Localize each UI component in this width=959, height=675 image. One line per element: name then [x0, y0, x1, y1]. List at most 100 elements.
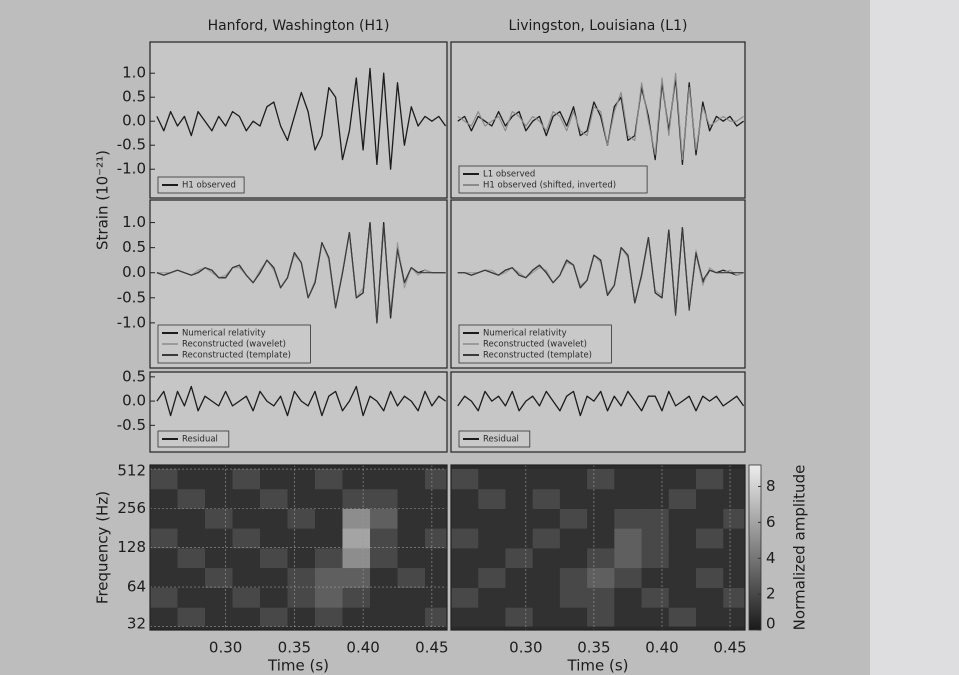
heat-cell [205, 528, 233, 548]
x-tick-label: 0.45 [713, 639, 746, 657]
colorbar-tick-label: 4 [766, 549, 776, 567]
heat-cell [315, 548, 343, 568]
heat-cell [150, 587, 178, 607]
x-axis-label: Time (s) [267, 657, 329, 675]
colorbar [749, 465, 761, 630]
heat-cell [260, 469, 288, 489]
heat-cell [451, 568, 479, 588]
heat-cell [370, 508, 398, 528]
heat-cell [533, 469, 561, 489]
heat-cell [533, 508, 561, 528]
heat-cell [343, 489, 371, 509]
heat-cell [288, 469, 316, 489]
heat-cell [587, 587, 615, 607]
heat-cell [370, 607, 398, 626]
heat-cell [260, 607, 288, 626]
heat-cell [696, 469, 724, 489]
heat-cell [288, 607, 316, 626]
heat-cell [343, 548, 371, 568]
heat-cell [451, 489, 479, 509]
heat-cell [343, 607, 371, 626]
colorbar-label: Normalized amplitude [791, 465, 809, 631]
colorbar-tick-label: 6 [766, 513, 776, 531]
heat-cell [614, 548, 642, 568]
heat-cell [150, 568, 178, 588]
heat-cell [150, 607, 178, 626]
heat-cell [696, 568, 724, 588]
heat-cell [288, 489, 316, 509]
heat-cell [260, 587, 288, 607]
x-tick-label: 0.40 [645, 639, 678, 657]
heat-cell [642, 489, 670, 509]
heat-cell [560, 508, 588, 528]
heat-cell [178, 568, 206, 588]
heat-cell [669, 548, 697, 568]
heat-cell [288, 568, 316, 588]
heat-cell [696, 548, 724, 568]
y-tick-label: 1.0 [122, 64, 146, 82]
heat-cell [343, 508, 371, 528]
heat-cell [451, 607, 479, 626]
heat-cell [587, 489, 615, 509]
heat-cell [669, 607, 697, 626]
heat-cell [260, 528, 288, 548]
x-tick-label: 0.40 [346, 639, 379, 657]
heat-cell [642, 548, 670, 568]
heat-cell [587, 607, 615, 626]
x-axis-label: Time (s) [567, 657, 629, 675]
heat-cell [560, 607, 588, 626]
heat-cell [315, 568, 343, 588]
heat-cell [343, 528, 371, 548]
paper-edge [870, 0, 959, 675]
plot-area [150, 465, 453, 630]
heat-cell [260, 568, 288, 588]
heat-cell [233, 568, 261, 588]
heat-cell [205, 469, 233, 489]
heat-cell [398, 489, 426, 509]
heat-cell [343, 469, 371, 489]
heat-cell [233, 489, 261, 509]
y-tick-label: 0.0 [122, 392, 146, 410]
heat-cell [233, 607, 261, 626]
x-tick-label: 0.45 [415, 639, 448, 657]
heat-cell [288, 548, 316, 568]
heat-cell [560, 489, 588, 509]
heat-cell [451, 469, 479, 489]
heat-cell [560, 469, 588, 489]
heat-cell [614, 587, 642, 607]
y-tick-label: -0.5 [117, 136, 146, 154]
heat-cell [560, 568, 588, 588]
colorbar-tick-label: 0 [766, 615, 776, 633]
legend-label: H1 observed [182, 181, 236, 191]
heat-cell [505, 489, 533, 509]
heat-cell [669, 489, 697, 509]
y-tick-label: 0.0 [122, 263, 146, 281]
heat-cell [642, 607, 670, 626]
legend-label: Numerical relativity [483, 329, 567, 339]
panel-title: Livingston, Louisiana (L1) [509, 18, 688, 34]
heat-cell [560, 548, 588, 568]
heat-cell [478, 528, 506, 548]
heat-cell [696, 528, 724, 548]
heat-cell [669, 528, 697, 548]
heat-cell [398, 508, 426, 528]
heat-cell [205, 587, 233, 607]
legend-label: Reconstructed (template) [483, 351, 592, 361]
panel-bg [150, 42, 447, 198]
legend-label: Reconstructed (wavelet) [182, 340, 286, 350]
y-tick-label: 0.5 [122, 367, 146, 385]
heat-cell [587, 508, 615, 528]
heat-cell [696, 489, 724, 509]
y-tick-label: 0.5 [122, 88, 146, 106]
heat-cell [505, 607, 533, 626]
heat-cell [205, 489, 233, 509]
y-axis-label: Frequency (Hz) [94, 491, 112, 604]
heat-cell [343, 587, 371, 607]
y-tick-label: 0.0 [122, 112, 146, 130]
x-tick-label: 0.30 [509, 639, 542, 657]
heat-cell [178, 548, 206, 568]
heat-cell [505, 548, 533, 568]
heat-cell [478, 489, 506, 509]
y-tick-label: 0.5 [122, 238, 146, 256]
colorbar-tick-label: 2 [766, 585, 776, 603]
